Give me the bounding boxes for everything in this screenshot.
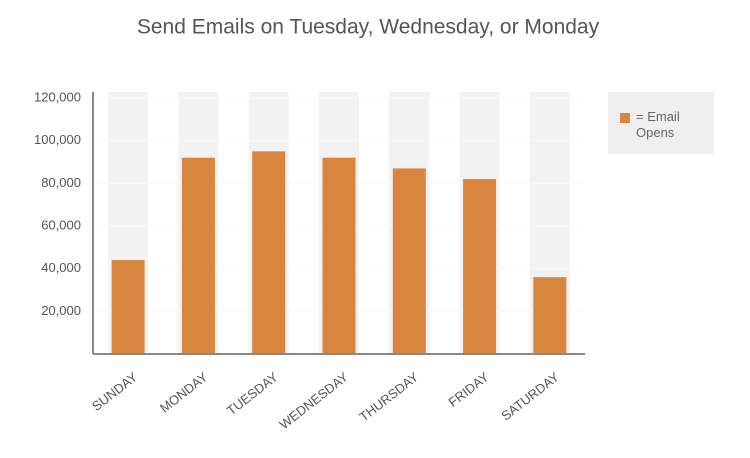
y-tick-label: 120,000 [34, 89, 81, 104]
legend: = Email Opens [608, 92, 714, 154]
bar [533, 277, 567, 354]
x-tick-label: SUNDAY [89, 369, 140, 414]
x-tick-label: FRIDAY [445, 369, 491, 410]
x-tick-label: TUESDAY [224, 369, 281, 418]
bar [463, 179, 497, 354]
bar [392, 168, 426, 354]
chart-title: Send Emails on Tuesday, Wednesday, or Mo… [137, 16, 600, 39]
x-tick-label: SATURDAY [498, 369, 562, 423]
bar [181, 157, 215, 354]
legend-label: = Email Opens [636, 109, 680, 140]
x-tick-label: THURSDAY [356, 369, 421, 424]
bar [322, 157, 356, 354]
bar [111, 260, 145, 354]
y-tick-label: 20,000 [41, 303, 81, 318]
y-tick-label: 40,000 [41, 260, 81, 275]
bar [252, 151, 286, 354]
x-tick-label: MONDAY [157, 369, 211, 416]
y-tick-label: 100,000 [34, 132, 81, 147]
y-tick-label: 60,000 [41, 217, 81, 232]
x-tick-label: WEDNESDAY [276, 369, 351, 432]
legend-swatch [620, 113, 630, 123]
y-tick-label: 80,000 [41, 175, 81, 190]
